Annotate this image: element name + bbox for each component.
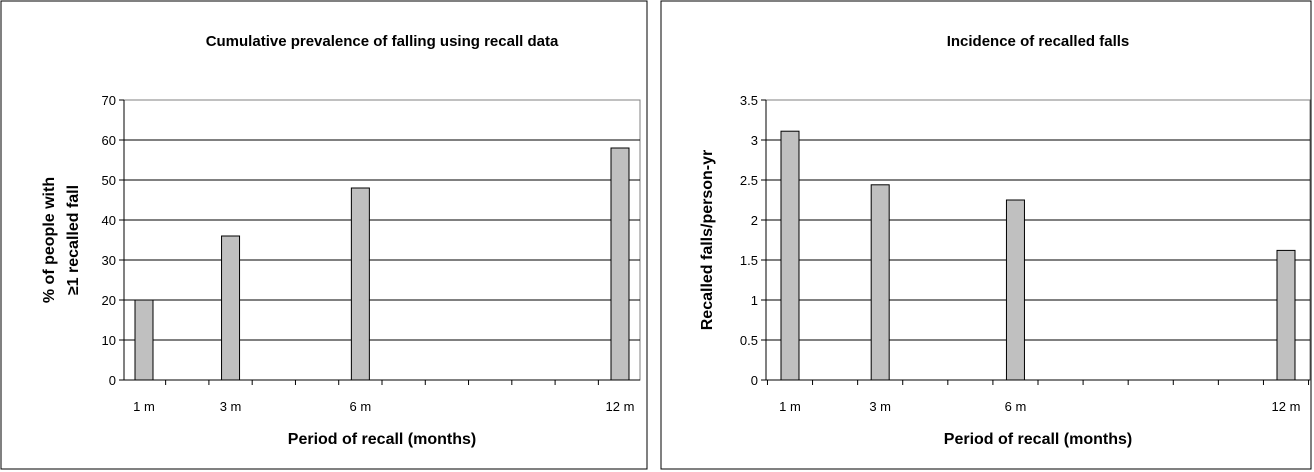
y-tick-label: 10 [102,333,116,348]
y-tick-label: 60 [102,133,116,148]
y-tick-label: 2 [751,213,758,228]
x-axis-label: Period of recall (months) [288,431,476,448]
chart-title: Cumulative prevalence of falling using r… [206,33,559,50]
bar [1276,249,1296,381]
y-tick-label: 20 [102,293,116,308]
chart-title: Incidence of recalled falls [947,33,1130,50]
x-tick-label: 3 m [869,399,891,414]
y-tick-label: 30 [102,253,116,268]
y-tick-label: 1 [751,293,758,308]
y-axis-label: Recalled falls/person-yr [699,150,716,331]
y-tick-label: 0 [751,373,758,388]
y-axis-label: ≥1 recalled fall [65,185,82,295]
y-tick-label: 70 [102,93,116,108]
x-tick-label: 1 m [779,399,801,414]
y-tick-label: 40 [102,213,116,228]
bar [134,299,154,381]
prevalence-chart: Cumulative prevalence of falling using r… [0,0,648,470]
y-tick-label: 0.5 [740,333,758,348]
y-tick-label: 2.5 [740,173,758,188]
x-tick-label: 12 m [1272,399,1301,414]
x-tick-label: 3 m [220,399,242,414]
bar [221,235,241,381]
y-axis-label: % of people with [41,177,58,303]
y-tick-label: 50 [102,173,116,188]
x-tick-label: 6 m [1005,399,1027,414]
x-axis-label: Period of recall (months) [944,431,1132,448]
incidence-chart: Incidence of recalled falls 0 0.5 1 1.5 2 2.5 3… [660,0,1312,470]
chart-border [0,0,648,470]
chart-border [660,0,1312,470]
bar [610,147,630,381]
x-tick-label: 1 m [133,399,155,414]
y-tick-label: 3 [751,133,758,148]
y-tick-label: 1.5 [740,253,758,268]
x-tick-label: 12 m [606,399,635,414]
bar [350,187,370,381]
bar [1005,199,1025,381]
x-tick-label: 6 m [350,399,372,414]
y-tick-label: 3.5 [740,93,758,108]
bar [870,184,890,381]
y-tick-label: 0 [109,373,116,388]
bar [780,130,800,381]
